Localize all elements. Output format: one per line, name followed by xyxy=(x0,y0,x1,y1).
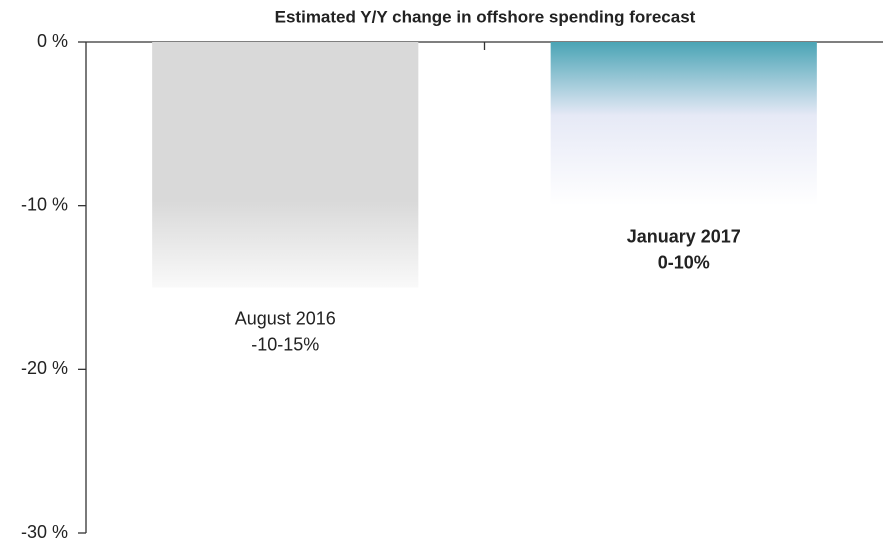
y-tick-label: -10 % xyxy=(21,194,68,214)
bar xyxy=(550,42,817,206)
bar xyxy=(152,42,419,288)
value-label: -10-15% xyxy=(251,334,319,354)
category-label: January 2017 xyxy=(627,226,741,246)
chart-title: Estimated Y/Y change in offshore spendin… xyxy=(275,7,696,26)
y-tick-label: -20 % xyxy=(21,358,68,378)
y-tick-label: 0 % xyxy=(37,31,68,51)
y-tick-label: -30 % xyxy=(21,522,68,542)
category-label: August 2016 xyxy=(235,308,336,328)
value-label: 0-10% xyxy=(658,252,710,272)
